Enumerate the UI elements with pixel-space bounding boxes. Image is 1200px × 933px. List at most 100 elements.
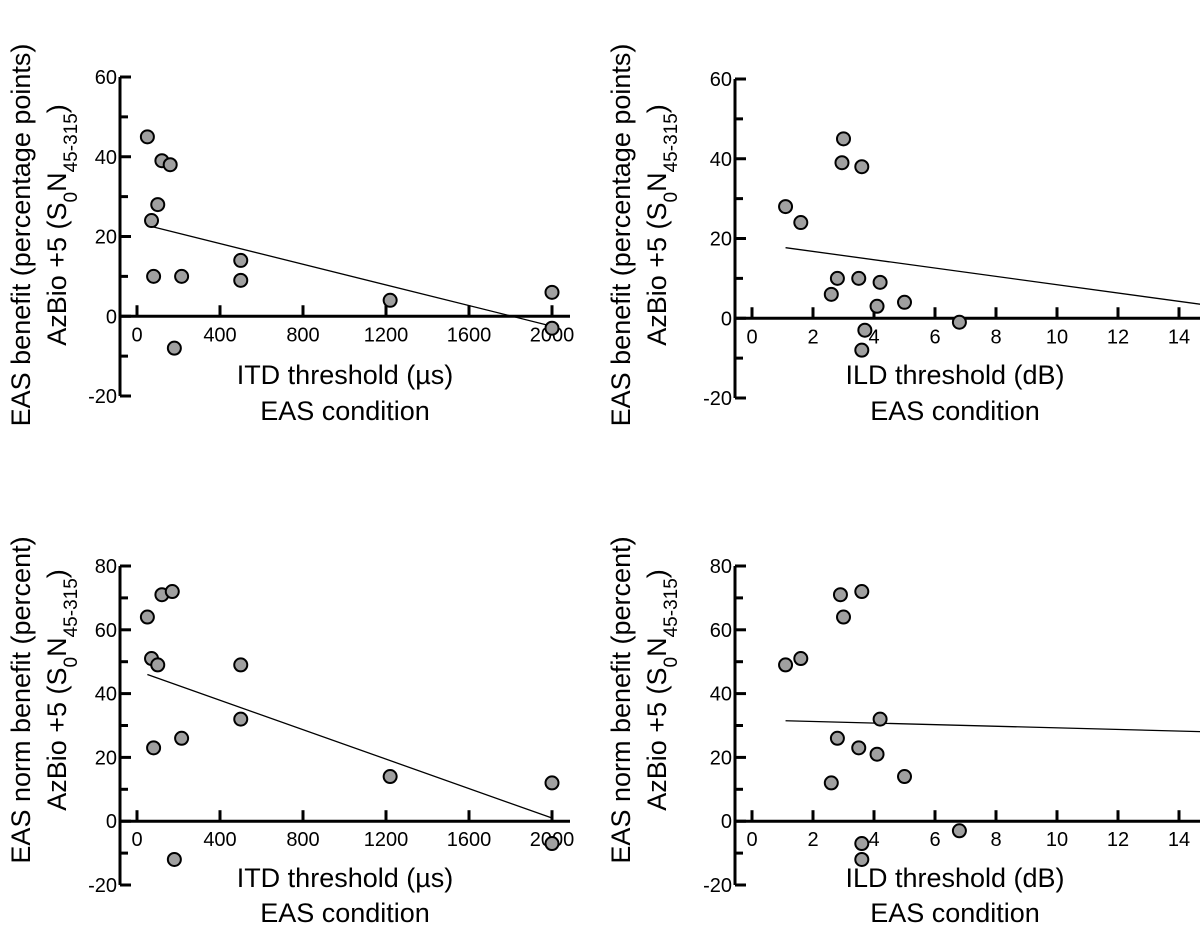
x-axis-subtitle: EAS condition [870, 396, 1040, 426]
data-point [544, 284, 560, 300]
x-axis-subtitle: EAS condition [260, 396, 430, 426]
y-tick-label: -20 [88, 875, 117, 897]
label-part: AzBio +5 (S [642, 202, 672, 345]
data-point [139, 609, 155, 625]
label-part: ) [42, 569, 72, 578]
x-tick-label: 1200 [364, 324, 409, 346]
chart-svg: -2002040600246810121416ILD threshold (dB… [606, 44, 1200, 426]
x-tick-label: 2 [807, 829, 818, 851]
data-point [872, 274, 888, 290]
data-point [162, 157, 178, 173]
y-tick-label: 0 [721, 308, 732, 330]
x-tick-label: 12 [1107, 326, 1129, 348]
chart-svg: -200204060800246810121416ILD threshold (… [606, 536, 1200, 928]
label-part: AzBio +5 (S [642, 667, 672, 810]
data-point [854, 159, 870, 175]
y-tick-label: 20 [95, 227, 117, 249]
data-point [823, 286, 839, 302]
chart-svg: -200204060800400800120016002000ITD thres… [6, 536, 574, 928]
subscript: 0 [661, 657, 682, 668]
x-tick-label: 10 [1046, 326, 1068, 348]
data-point [872, 711, 888, 727]
label-part: ) [642, 104, 672, 113]
x-tick-label: 10 [1046, 829, 1068, 851]
x-tick-label: 14 [1168, 326, 1190, 348]
label-part: ) [642, 569, 672, 578]
data-point [854, 851, 870, 867]
x-tick-label: 0 [746, 326, 757, 348]
x-axis-subtitle: EAS condition [870, 898, 1040, 928]
y-axis-subtitle: AzBio +5 (S0N45-315) [42, 104, 82, 346]
x-tick-label: 400 [203, 324, 236, 346]
y-tick-label: 60 [710, 69, 732, 91]
y-tick-label: 0 [721, 811, 732, 833]
chart-itd-benefit: -2002040600400800120016002000ITD thresho… [0, 0, 600, 464]
label-part: N [42, 637, 72, 657]
y-tick-label: 0 [106, 306, 117, 328]
data-point [233, 657, 249, 673]
subscript: 45-315 [661, 578, 682, 637]
data-point [544, 775, 560, 791]
subscript: 0 [61, 192, 82, 203]
data-point [854, 836, 870, 852]
data-point [823, 775, 839, 791]
regression-line [785, 247, 1200, 305]
y-axis-subtitle: AzBio +5 (S0N45-315) [642, 104, 682, 346]
x-tick-label: 400 [203, 829, 236, 851]
x-tick-label: 0 [746, 829, 757, 851]
label-part: N [642, 172, 672, 192]
data-point [869, 746, 885, 762]
x-tick-label: 0 [131, 829, 142, 851]
x-axis-title: ITD threshold (µs) [237, 863, 454, 893]
y-axis-title: EAS norm benefit (percent) [606, 536, 636, 863]
subscript: 45-315 [61, 578, 82, 637]
data-point [829, 270, 845, 286]
data-point [150, 657, 166, 673]
y-tick-label: 40 [710, 149, 732, 171]
label-part: N [642, 637, 672, 657]
y-tick-label: 60 [95, 67, 117, 89]
x-axis-title: ITD threshold (µs) [237, 360, 454, 390]
data-point [869, 298, 885, 314]
data-point [857, 322, 873, 338]
data-point [793, 651, 809, 667]
y-tick-label: 40 [95, 684, 117, 706]
y-tick-label: -20 [703, 388, 732, 410]
label-part: N [42, 172, 72, 192]
y-tick-label: 20 [95, 747, 117, 769]
y-tick-label: 20 [710, 747, 732, 769]
x-tick-label: 4 [868, 829, 879, 851]
data-point [793, 215, 809, 231]
y-tick-label: 20 [710, 229, 732, 251]
y-axis-title: EAS benefit (percentage points) [6, 44, 36, 427]
data-point [851, 270, 867, 286]
data-point [166, 851, 182, 867]
y-tick-label: 40 [95, 147, 117, 169]
y-tick-label: 40 [710, 684, 732, 706]
y-axis-title: EAS norm benefit (percent) [6, 536, 36, 863]
label-part: AzBio +5 (S [42, 202, 72, 345]
data-point [164, 584, 180, 600]
regression-line [151, 225, 553, 327]
data-point [144, 213, 160, 229]
x-tick-label: 1600 [447, 829, 492, 851]
data-point [233, 252, 249, 268]
subscript: 45-315 [61, 113, 82, 172]
label-part: ) [42, 104, 72, 113]
x-tick-label: 800 [286, 829, 319, 851]
y-tick-label: 60 [710, 620, 732, 642]
y-tick-label: 0 [106, 811, 117, 833]
data-point [233, 711, 249, 727]
y-tick-label: 80 [710, 556, 732, 578]
data-point [851, 740, 867, 756]
data-point [139, 129, 155, 145]
chart-itd-norm-benefit: -200204060800400800120016002000ITD thres… [0, 464, 600, 928]
data-point [382, 769, 398, 785]
x-tick-label: 1200 [364, 829, 409, 851]
data-point [174, 730, 190, 746]
x-tick-label: 1600 [447, 324, 492, 346]
subscript: 45-315 [661, 113, 682, 172]
x-tick-label: 14 [1168, 829, 1190, 851]
data-point [836, 609, 851, 625]
data-point [174, 268, 190, 284]
